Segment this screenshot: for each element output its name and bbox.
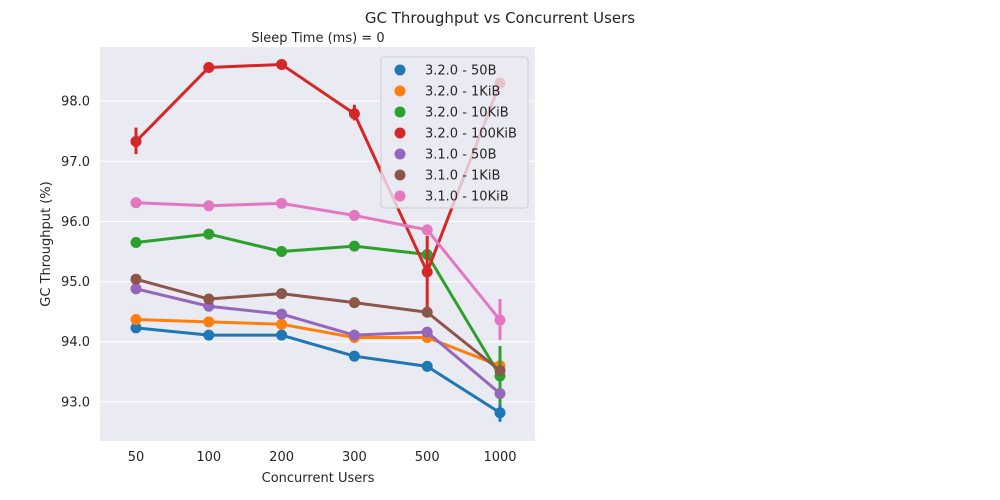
- data-point: [421, 266, 433, 278]
- legend: 3.2.0 - 50B 3.2.0 - 1KiB 3.2.0 - 10KiB 3.2.…: [380, 56, 529, 209]
- data-point: [276, 308, 288, 320]
- data-point: [276, 329, 288, 341]
- data-point: [130, 197, 142, 209]
- data-point: [130, 236, 142, 248]
- legend-marker: [394, 190, 406, 202]
- data-point: [494, 407, 506, 419]
- data-point: [421, 360, 433, 372]
- data-point: [276, 246, 288, 258]
- chart-title: GC Throughput vs Concurrent Users: [365, 9, 635, 27]
- series-line: [135, 287, 501, 395]
- legend-marker: [394, 64, 406, 76]
- data-point: [494, 314, 506, 326]
- data-point: [348, 350, 360, 362]
- data-point: [203, 228, 215, 240]
- legend-label: 3.1.0 - 10KiB: [425, 190, 509, 205]
- data-point: [276, 288, 288, 300]
- legend-label: 3.2.0 - 1KiB: [425, 85, 500, 100]
- data-point: [130, 313, 142, 325]
- x-tick-label: 1000: [483, 450, 516, 465]
- data-point: [203, 61, 215, 73]
- data-point: [348, 297, 360, 309]
- data-point: [130, 283, 142, 295]
- legend-label: 3.1.0 - 1KiB: [425, 169, 500, 184]
- legend-box: [380, 56, 529, 209]
- legend-marker: [394, 106, 406, 118]
- data-point: [130, 322, 142, 334]
- series-3: [130, 58, 506, 311]
- data-point: [421, 224, 433, 236]
- data-point: [348, 209, 360, 221]
- x-tick-label: 50: [128, 450, 145, 465]
- legend-marker: [394, 148, 406, 160]
- y-axis-label: GC Throughput (%): [39, 181, 54, 306]
- legend-label: 3.2.0 - 10KiB: [425, 106, 509, 121]
- data-point: [130, 135, 142, 147]
- y-tick-label: 93.0: [61, 395, 90, 410]
- legend-marker: [394, 169, 406, 181]
- data-point: [203, 293, 215, 305]
- series-6: [130, 197, 506, 340]
- series-0: [130, 322, 506, 422]
- x-ticks: 50 100 200 300 500 1000: [128, 450, 517, 465]
- series-line: [135, 201, 502, 322]
- data-point: [348, 329, 360, 341]
- legend-label: 3.2.0 - 50B: [425, 64, 497, 79]
- series-5: [130, 273, 506, 377]
- x-tick-label: 100: [196, 450, 221, 465]
- y-tick-label: 96.0: [61, 215, 90, 230]
- data-point: [494, 365, 506, 377]
- data-point: [203, 200, 215, 212]
- y-tick-label: 95.0: [61, 275, 90, 290]
- x-tick-label: 500: [415, 450, 440, 465]
- legend-marker: [394, 127, 406, 139]
- y-tick-label: 97.0: [61, 155, 90, 170]
- x-tick-label: 200: [269, 450, 294, 465]
- data-point: [421, 306, 433, 318]
- data-point: [348, 240, 360, 252]
- data-point: [348, 108, 360, 120]
- data-point: [276, 318, 288, 330]
- legend-marker: [394, 85, 406, 97]
- data-point: [203, 316, 215, 328]
- data-point: [276, 197, 288, 209]
- series-line: [135, 326, 501, 414]
- data-point: [130, 273, 142, 285]
- series-line: [135, 232, 502, 377]
- series: [130, 58, 506, 422]
- chart-subtitle: Sleep Time (ms) = 0: [251, 31, 384, 46]
- y-tick-label: 98.0: [61, 95, 90, 110]
- x-axis-label: Concurrent Users: [262, 471, 375, 486]
- legend-label: 3.1.0 - 50B: [425, 148, 497, 163]
- series-line: [135, 277, 501, 372]
- legend-label: 3.2.0 - 100KiB: [425, 127, 517, 142]
- data-point: [494, 387, 506, 399]
- data-point: [421, 326, 433, 338]
- data-point: [203, 329, 215, 341]
- y-ticks: 93.0 94.0 95.0 96.0 97.0 98.0: [61, 95, 90, 411]
- data-point: [276, 58, 288, 70]
- y-tick-label: 94.0: [61, 335, 90, 350]
- series-line: [134, 62, 502, 274]
- x-tick-label: 300: [342, 450, 367, 465]
